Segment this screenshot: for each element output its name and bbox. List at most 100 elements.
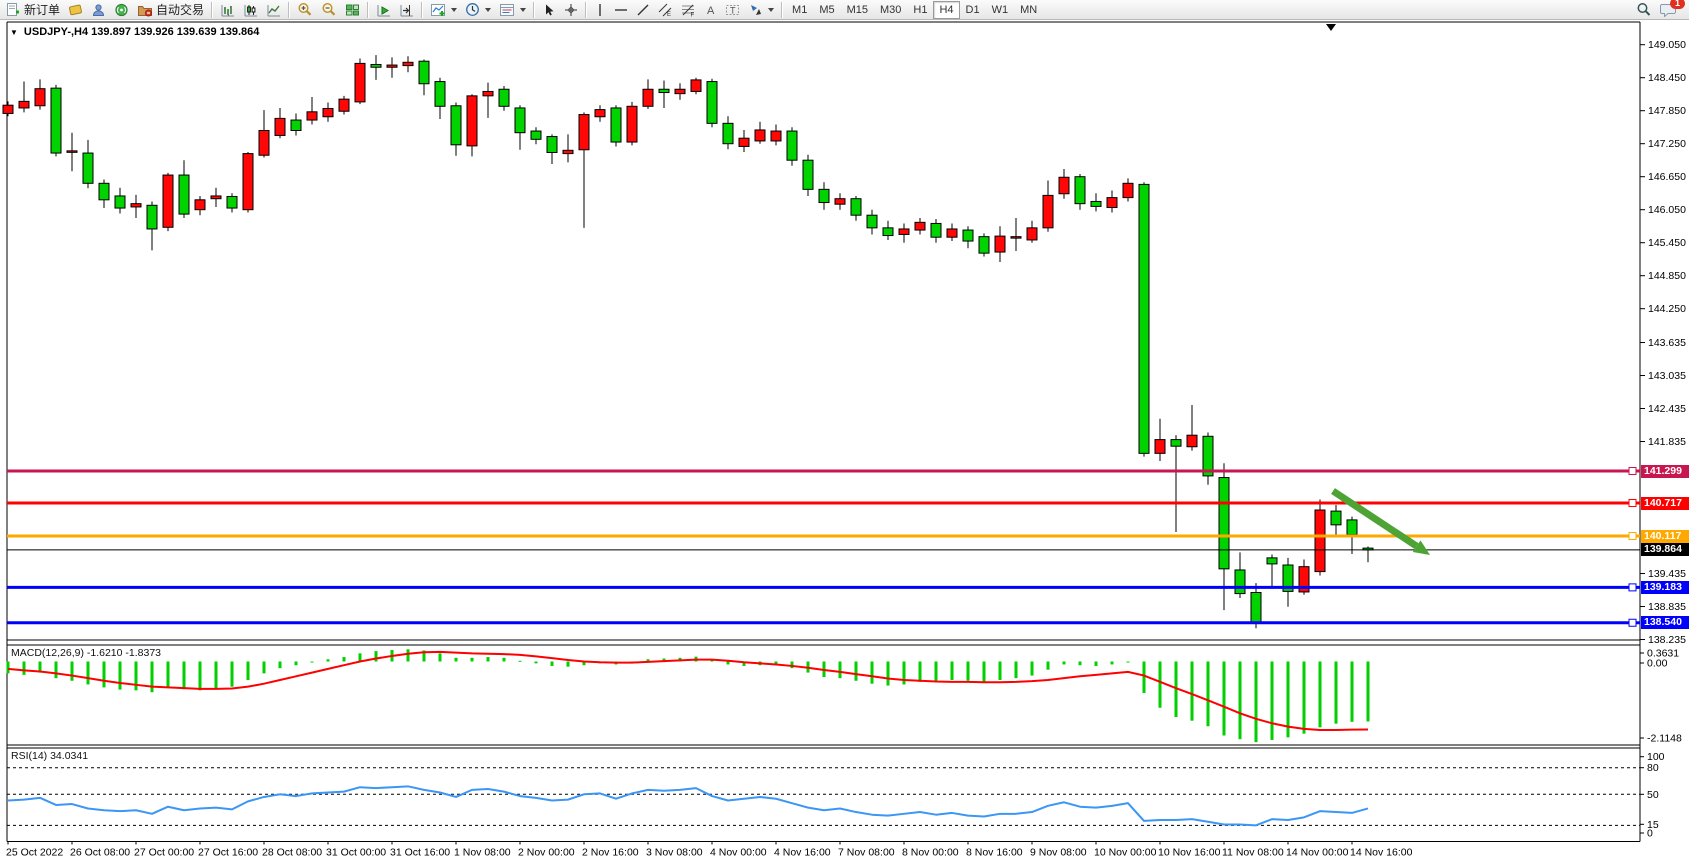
- candlestick: [450, 105, 462, 146]
- new-order-button[interactable]: 新订单: [2, 0, 64, 20]
- chart-shift-button[interactable]: [395, 0, 418, 20]
- chart-canvas[interactable]: 149.050 148.450 147.850 147.250 146.650 146.0…: [0, 20, 1689, 863]
- indicators-dropdown-icon[interactable]: [451, 7, 458, 12]
- candlestick: [98, 182, 110, 201]
- equidistant-channel-button[interactable]: E: [654, 0, 677, 20]
- arrows-button[interactable]: [744, 0, 778, 20]
- fibonacci-button[interactable]: F: [677, 0, 700, 20]
- auto-scroll-icon: [377, 4, 391, 16]
- candlestick: [1170, 439, 1182, 447]
- timeframe-button-M5[interactable]: M5: [819, 3, 835, 16]
- timeframe-button-D1[interactable]: D1: [965, 3, 980, 16]
- search-button[interactable]: [1632, 0, 1656, 20]
- svg-text:80: 80: [1647, 762, 1659, 774]
- separator: [585, 1, 588, 18]
- svg-text:27 Oct 00:00: 27 Oct 00:00: [134, 847, 194, 859]
- auto-scroll-button[interactable]: [372, 0, 395, 20]
- vertical-line-button[interactable]: [590, 0, 610, 20]
- svg-text:50: 50: [1647, 789, 1659, 801]
- tile-windows-button[interactable]: [341, 0, 364, 20]
- svg-text:2 Nov 00:00: 2 Nov 00:00: [518, 847, 575, 859]
- svg-text:1 Nov 08:00: 1 Nov 08:00: [454, 847, 511, 859]
- candlestick: [834, 198, 846, 205]
- crosshair-icon: [565, 3, 578, 16]
- svg-text:15: 15: [1647, 819, 1659, 831]
- rsi-label: RSI(14) 34.0341: [11, 750, 89, 762]
- horizontal-line-button[interactable]: [610, 0, 632, 20]
- line-chart-button[interactable]: [262, 0, 285, 20]
- candlestick-chart-button[interactable]: [239, 0, 262, 20]
- candlestick: [610, 107, 622, 143]
- candlestick: [1346, 519, 1358, 536]
- fibonacci-icon: F: [682, 4, 695, 17]
- line-handle: [1628, 467, 1637, 476]
- periods-dropdown-icon[interactable]: [485, 7, 492, 12]
- candlestick: [1106, 197, 1118, 209]
- crosshair-button[interactable]: [560, 0, 582, 20]
- arrows-icon: [751, 4, 762, 15]
- price-line-badge: 139.183: [1641, 580, 1689, 594]
- candlestick: [674, 88, 686, 95]
- candlestick: [930, 222, 942, 238]
- svg-text:26 Oct 08:00: 26 Oct 08:00: [70, 847, 130, 859]
- svg-text:144.250: 144.250: [1648, 303, 1686, 315]
- current-price-badge: 139.864: [1641, 543, 1689, 557]
- templates-button[interactable]: [495, 0, 530, 20]
- trendline-button[interactable]: [632, 0, 654, 20]
- profile-button[interactable]: [87, 0, 110, 20]
- timeframe-button-M15[interactable]: M15: [846, 3, 868, 16]
- svg-text:138.835: 138.835: [1648, 601, 1686, 613]
- separator: [288, 1, 291, 18]
- collapse-triangle-icon[interactable]: ▼: [10, 27, 18, 37]
- svg-text:147.250: 147.250: [1648, 138, 1686, 150]
- clock-icon: [466, 3, 479, 16]
- zoom-out-button[interactable]: [317, 0, 341, 20]
- arrows-dropdown-icon[interactable]: [768, 7, 775, 12]
- svg-text:8 Nov 16:00: 8 Nov 16:00: [966, 847, 1023, 859]
- text-icon: A: [707, 5, 715, 17]
- cursor-button[interactable]: [538, 0, 560, 20]
- signals-button[interactable]: [110, 0, 133, 20]
- templates-dropdown-icon[interactable]: [520, 7, 527, 12]
- svg-text:25 Oct 2022: 25 Oct 2022: [6, 847, 63, 859]
- candlestick: [1330, 510, 1342, 526]
- bar-chart-button[interactable]: [216, 0, 239, 20]
- candlestick: [338, 98, 350, 112]
- text-label-button[interactable]: T: [721, 0, 744, 20]
- price-line-badge: 140.117: [1641, 529, 1689, 543]
- text-label-icon: T: [726, 4, 740, 15]
- zoom-in-button[interactable]: [293, 0, 317, 20]
- market-watch-button[interactable]: [64, 0, 87, 20]
- text-button[interactable]: A: [700, 0, 721, 20]
- separator: [367, 1, 370, 18]
- periods-button[interactable]: [461, 0, 495, 20]
- timeframe-button-W1[interactable]: W1: [991, 3, 1009, 16]
- svg-text:F: F: [691, 12, 695, 17]
- chat-button[interactable]: 1: [1656, 0, 1685, 20]
- timeframe-button-M1[interactable]: M1: [792, 3, 808, 16]
- candlestick: [466, 95, 478, 147]
- line-handle: [1628, 618, 1637, 627]
- timeframe-button-M30[interactable]: M30: [880, 3, 902, 16]
- candlestick: [1298, 566, 1310, 593]
- rsi-series: [7, 785, 1369, 827]
- candlestick: [722, 122, 734, 145]
- indicators-button[interactable]: [426, 0, 461, 20]
- price-lines[interactable]: [7, 467, 1640, 627]
- auto-trading-button[interactable]: 自动交易: [133, 0, 208, 20]
- candlestick: [1122, 182, 1134, 199]
- candlestick: [50, 87, 62, 154]
- candlestick: [210, 195, 222, 200]
- svg-text:A: A: [707, 5, 715, 17]
- chart-window[interactable]: 149.050 148.450 147.850 147.250 146.650 146.0…: [0, 20, 1689, 863]
- separator: [533, 1, 536, 18]
- trend-arrow-annotation[interactable]: [1331, 488, 1430, 555]
- chart-shift-icon: [400, 4, 414, 16]
- timeframe-button-MN[interactable]: MN: [1020, 3, 1038, 16]
- timeframe-button-H4[interactable]: H4: [933, 0, 960, 19]
- candlestick: [770, 130, 782, 142]
- svg-text:14 Nov 16:00: 14 Nov 16:00: [1350, 847, 1413, 859]
- zoom-in-icon: [298, 2, 312, 16]
- timeframe-button-H1[interactable]: H1: [913, 3, 928, 16]
- main-toolbar: 新订单 自动交易: [0, 0, 1689, 20]
